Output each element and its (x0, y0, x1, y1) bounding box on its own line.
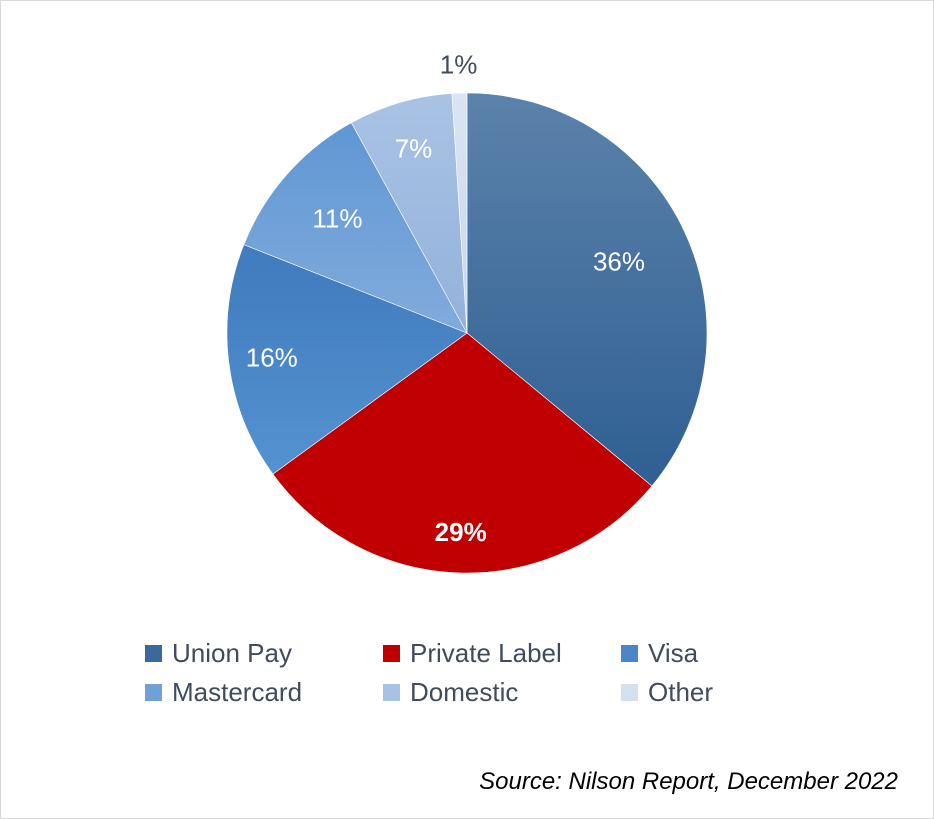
legend-swatch (621, 683, 638, 701)
pie-slice-other (451, 92, 468, 334)
legend-label: Domestic (410, 676, 519, 707)
legend-item-mastercard: Mastercard (145, 677, 383, 707)
legend-item-private-label: Private Label (383, 638, 621, 668)
data-label-mastercard: 11% (312, 204, 362, 234)
pie-slice-union-pay (466, 92, 708, 487)
pie-slice-private-label (272, 332, 653, 574)
legend-label: Private Label (410, 637, 562, 668)
legend-item-other: Other (621, 677, 765, 707)
source-note: Source: Nilson Report, December 2022 (479, 768, 898, 795)
legend-label: Other (648, 676, 714, 707)
legend-item-visa: Visa (621, 638, 765, 668)
data-label-private-label: 29% (435, 517, 487, 547)
legend-swatch (383, 644, 400, 662)
legend-swatch (145, 644, 162, 662)
legend-label: Union Pay (172, 637, 292, 668)
legend: Union Pay Private Label Visa Mastercard Dome… (145, 638, 765, 707)
legend-swatch (383, 683, 400, 701)
legend-item-union-pay: Union Pay (145, 638, 383, 668)
pie-slice-visa (226, 244, 468, 475)
legend-label: Visa (648, 637, 699, 668)
pie-slice-domestic (350, 93, 468, 334)
pie-slice-mastercard (243, 122, 468, 334)
legend-swatch (621, 644, 638, 662)
data-label-other: 1% (440, 49, 478, 79)
legend-swatch (145, 683, 162, 701)
legend-label: Mastercard (172, 676, 303, 707)
data-label-union-pay: 36% (593, 247, 645, 277)
pie-slices (226, 92, 708, 574)
legend-item-domestic: Domestic (383, 677, 621, 707)
data-label-domestic: 7% (395, 134, 433, 164)
data-label-visa: 16% (246, 343, 298, 373)
pie-labels: 36% 29% 16% 11% 7% 1% (246, 49, 645, 547)
